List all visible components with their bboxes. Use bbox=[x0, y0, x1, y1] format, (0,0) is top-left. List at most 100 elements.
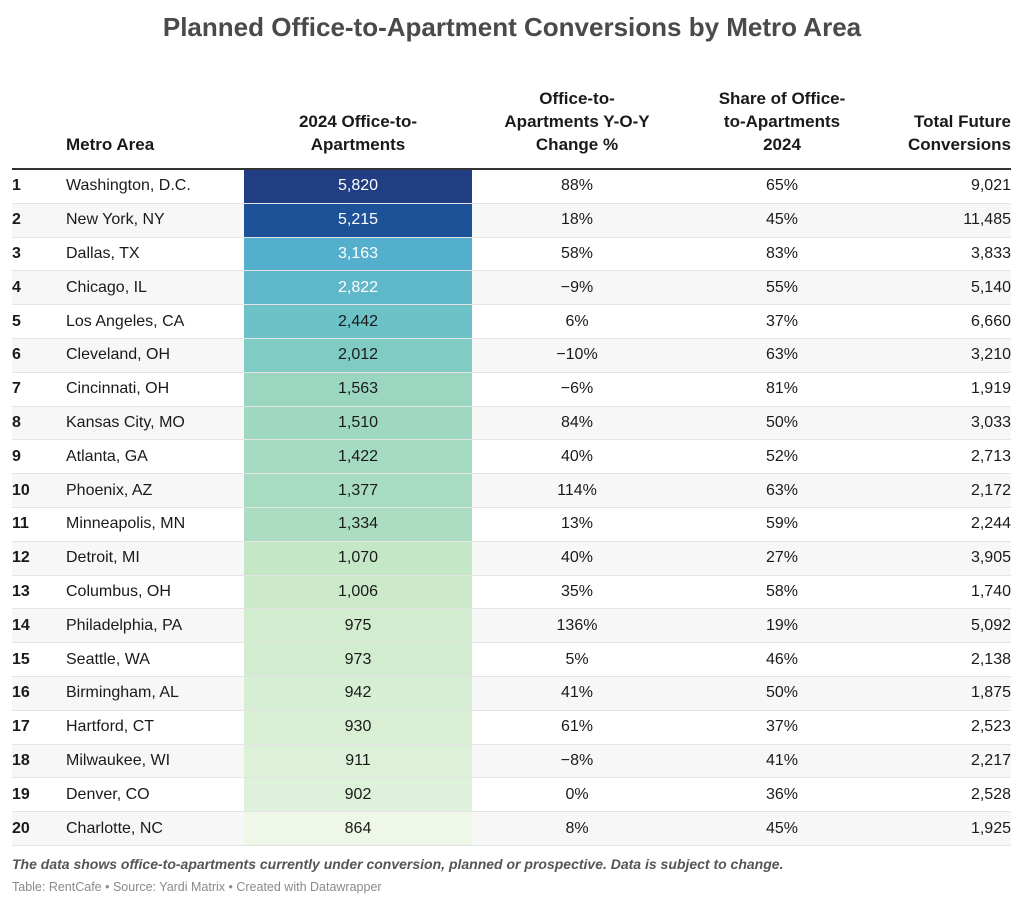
row-rank: 17 bbox=[12, 710, 66, 745]
row-2024-value: 5,820 bbox=[244, 169, 472, 204]
row-2024-value: 2,822 bbox=[244, 270, 472, 306]
chart-title: Planned Office-to-Apartment Conversions … bbox=[162, 12, 862, 42]
row-yoy-change: −10% bbox=[472, 338, 682, 373]
row-2024-value: 1,334 bbox=[244, 507, 472, 542]
row-share: 52% bbox=[682, 439, 882, 475]
row-rank: 5 bbox=[12, 304, 66, 339]
row-yoy-change: 8% bbox=[472, 811, 682, 846]
row-metro-area: Detroit, MI bbox=[66, 541, 244, 576]
row-rank: 7 bbox=[12, 372, 66, 407]
row-total-future: 2,172 bbox=[882, 473, 1011, 508]
row-share: 19% bbox=[682, 608, 882, 644]
row-yoy-change: 136% bbox=[472, 608, 682, 644]
table-row: 8 Kansas City, MO 1,510 84% 50% 3,033 bbox=[12, 406, 1011, 441]
row-total-future: 6,660 bbox=[882, 304, 1011, 339]
row-2024-value: 942 bbox=[244, 676, 472, 711]
row-yoy-change: 13% bbox=[472, 507, 682, 542]
row-yoy-change: 114% bbox=[472, 473, 682, 508]
row-total-future: 1,875 bbox=[882, 676, 1011, 711]
row-yoy-change: 40% bbox=[472, 541, 682, 576]
row-yoy-change: −9% bbox=[472, 270, 682, 306]
row-2024-value: 5,215 bbox=[244, 203, 472, 238]
row-metro-area: Washington, D.C. bbox=[66, 169, 244, 204]
row-share: 81% bbox=[682, 372, 882, 407]
header-row: Metro Area 2024 Office-to- Apartments Off… bbox=[12, 76, 1011, 170]
row-metro-area: Birmingham, AL bbox=[66, 676, 244, 711]
table-row: 16 Birmingham, AL 942 41% 50% 1,875 bbox=[12, 676, 1011, 711]
row-rank: 3 bbox=[12, 237, 66, 272]
row-share: 37% bbox=[682, 710, 882, 745]
row-metro-area: Atlanta, GA bbox=[66, 439, 244, 475]
row-total-future: 2,528 bbox=[882, 777, 1011, 813]
row-2024-value: 911 bbox=[244, 744, 472, 779]
row-share: 41% bbox=[682, 744, 882, 779]
row-2024-value: 1,006 bbox=[244, 575, 472, 610]
row-metro-area: Phoenix, AZ bbox=[66, 473, 244, 508]
header-rank bbox=[12, 76, 66, 170]
row-total-future: 2,217 bbox=[882, 744, 1011, 779]
table-row: 17 Hartford, CT 930 61% 37% 2,523 bbox=[12, 710, 1011, 745]
row-share: 63% bbox=[682, 338, 882, 373]
row-yoy-change: 58% bbox=[472, 237, 682, 272]
row-2024-value: 1,377 bbox=[244, 473, 472, 508]
footnote: The data shows office-to-apartments curr… bbox=[12, 856, 784, 872]
row-2024-value: 2,442 bbox=[244, 304, 472, 339]
table-row: 20 Charlotte, NC 864 8% 45% 1,925 bbox=[12, 811, 1011, 846]
table-row: 11 Minneapolis, MN 1,334 13% 59% 2,244 bbox=[12, 507, 1011, 542]
row-metro-area: Denver, CO bbox=[66, 777, 244, 813]
row-yoy-change: 40% bbox=[472, 439, 682, 475]
row-rank: 1 bbox=[12, 169, 66, 204]
row-total-future: 2,523 bbox=[882, 710, 1011, 745]
row-rank: 15 bbox=[12, 642, 66, 677]
row-rank: 18 bbox=[12, 744, 66, 779]
row-metro-area: Los Angeles, CA bbox=[66, 304, 244, 339]
row-total-future: 9,021 bbox=[882, 169, 1011, 204]
row-rank: 14 bbox=[12, 608, 66, 644]
row-2024-value: 864 bbox=[244, 811, 472, 846]
source-credit: Table: RentCafe • Source: Yardi Matrix •… bbox=[12, 880, 382, 894]
row-total-future: 3,905 bbox=[882, 541, 1011, 576]
row-rank: 16 bbox=[12, 676, 66, 711]
row-2024-value: 1,563 bbox=[244, 372, 472, 407]
table-row: 12 Detroit, MI 1,070 40% 27% 3,905 bbox=[12, 541, 1011, 576]
table-row: 1 Washington, D.C. 5,820 88% 65% 9,021 bbox=[12, 169, 1011, 204]
row-total-future: 11,485 bbox=[882, 203, 1011, 238]
row-rank: 8 bbox=[12, 406, 66, 441]
row-share: 45% bbox=[682, 811, 882, 846]
row-2024-value: 975 bbox=[244, 608, 472, 644]
row-total-future: 2,244 bbox=[882, 507, 1011, 542]
row-share: 59% bbox=[682, 507, 882, 542]
row-share: 83% bbox=[682, 237, 882, 272]
table-row: 15 Seattle, WA 973 5% 46% 2,138 bbox=[12, 642, 1011, 677]
row-metro-area: Hartford, CT bbox=[66, 710, 244, 745]
row-metro-area: Seattle, WA bbox=[66, 642, 244, 677]
row-2024-value: 1,422 bbox=[244, 439, 472, 475]
row-metro-area: Chicago, IL bbox=[66, 270, 244, 306]
row-yoy-change: 84% bbox=[472, 406, 682, 441]
row-metro-area: Dallas, TX bbox=[66, 237, 244, 272]
table-row: 10 Phoenix, AZ 1,377 114% 63% 2,172 bbox=[12, 473, 1011, 508]
row-share: 55% bbox=[682, 270, 882, 306]
row-metro-area: Kansas City, MO bbox=[66, 406, 244, 441]
row-metro-area: Cleveland, OH bbox=[66, 338, 244, 373]
row-share: 50% bbox=[682, 406, 882, 441]
row-yoy-change: 61% bbox=[472, 710, 682, 745]
row-rank: 11 bbox=[12, 507, 66, 542]
row-total-future: 2,138 bbox=[882, 642, 1011, 677]
row-share: 45% bbox=[682, 203, 882, 238]
row-total-future: 5,140 bbox=[882, 270, 1011, 306]
row-metro-area: Columbus, OH bbox=[66, 575, 244, 610]
row-rank: 13 bbox=[12, 575, 66, 610]
table-row: 6 Cleveland, OH 2,012 −10% 63% 3,210 bbox=[12, 338, 1011, 373]
table-row: 3 Dallas, TX 3,163 58% 83% 3,833 bbox=[12, 237, 1011, 272]
row-rank: 4 bbox=[12, 270, 66, 306]
table-body: 1 Washington, D.C. 5,820 88% 65% 9,021 2 New Yo… bbox=[12, 169, 1011, 846]
row-yoy-change: 5% bbox=[472, 642, 682, 677]
header-yoy-change: Office-to- Apartments Y-O-Y Change % bbox=[472, 76, 682, 170]
row-share: 36% bbox=[682, 777, 882, 813]
row-yoy-change: 41% bbox=[472, 676, 682, 711]
row-yoy-change: −8% bbox=[472, 744, 682, 779]
table-row: 9 Atlanta, GA 1,422 40% 52% 2,713 bbox=[12, 439, 1011, 475]
table-row: 4 Chicago, IL 2,822 −9% 55% 5,140 bbox=[12, 270, 1011, 306]
row-share: 50% bbox=[682, 676, 882, 711]
